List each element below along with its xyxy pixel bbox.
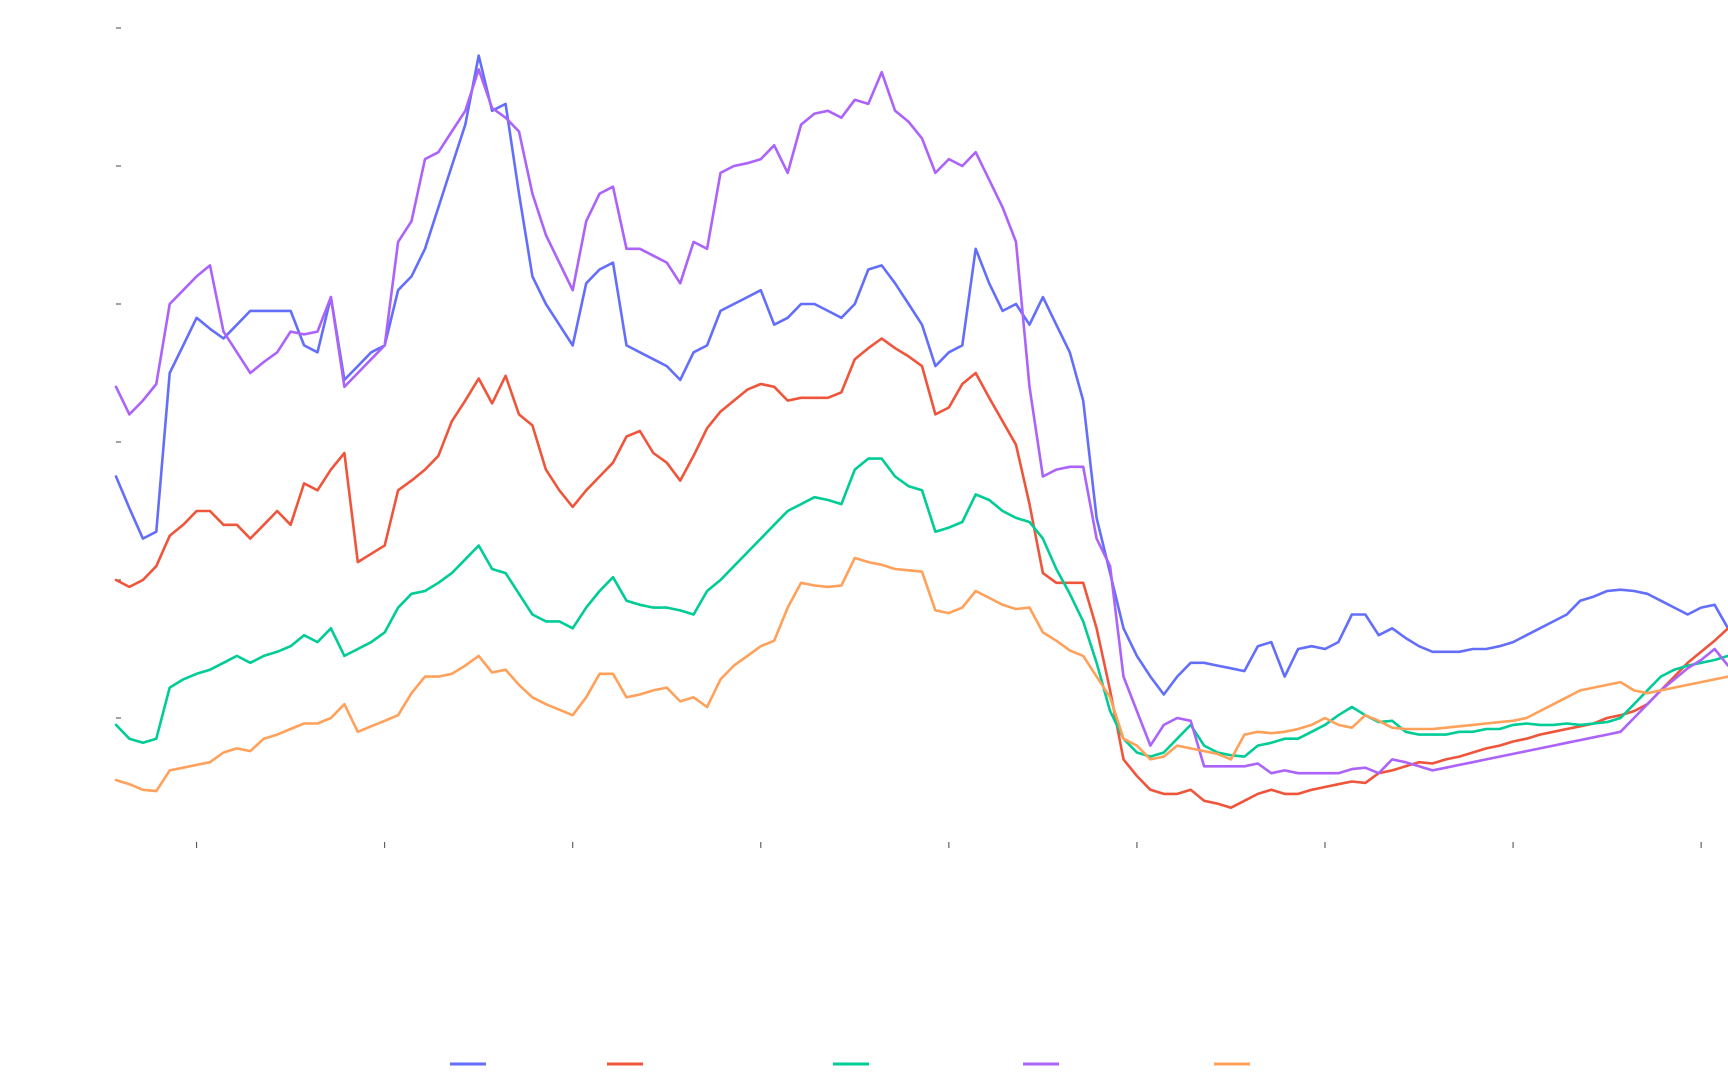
series-line-2 (114, 337, 1728, 809)
series-line-4 (114, 68, 1728, 775)
series-line-1 (114, 54, 1728, 696)
series-lines (114, 54, 1728, 809)
series-line-3 (114, 457, 1728, 758)
axes (116, 27, 1702, 848)
series-line-5 (114, 556, 1728, 793)
